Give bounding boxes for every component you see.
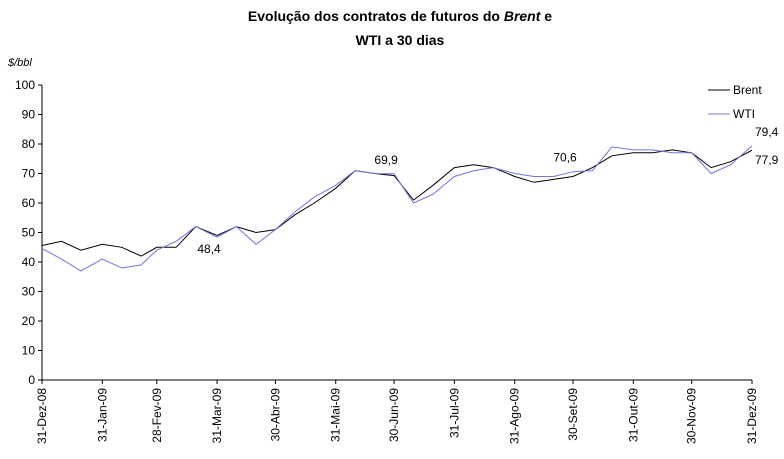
x-tick-label: 31-Out-09 (626, 388, 640, 442)
x-tick-label: 28-Fev-09 (150, 388, 164, 443)
y-tick-label: 30 (22, 285, 36, 299)
chart-title: Evolução dos contratos de futuros do Bre… (248, 8, 552, 24)
x-tick-label: 31-Mar-09 (210, 388, 224, 444)
y-tick-label: 90 (22, 108, 36, 122)
data-label: 70,6 (553, 151, 577, 165)
x-tick-label: 31-Dez-09 (745, 388, 759, 444)
chart-title: WTI a 30 dias (356, 32, 445, 48)
y-tick-label: 100 (15, 78, 35, 92)
x-tick-label: 30-Nov-09 (685, 388, 699, 444)
legend-label: Brent (733, 83, 762, 97)
y-tick-label: 60 (22, 196, 36, 210)
y-tick-label: 50 (22, 226, 36, 240)
series-line (41, 145, 753, 272)
y-tick-label: 70 (22, 167, 36, 181)
data-label: 48,4 (197, 242, 221, 256)
x-tick-label: 31-Jul-09 (447, 388, 461, 438)
data-label: 77,9 (755, 153, 779, 167)
x-tick-label: 30-Abr-09 (268, 388, 282, 442)
y-tick-label: 20 (22, 314, 36, 328)
title-part: Evolução dos contratos de futuros do (248, 8, 500, 24)
x-tick-label: 31-Dez-08 (35, 388, 49, 444)
x-tick-label: 31-Mai-09 (329, 388, 343, 442)
data-label: 69,9 (374, 153, 398, 167)
y-tick-label: 40 (22, 255, 36, 269)
y-tick-label: 0 (28, 373, 35, 387)
series-line (41, 149, 753, 257)
legend-label: WTI (733, 107, 755, 121)
data-label: 79,4 (755, 125, 779, 139)
x-tick-label: 30-Jun-09 (387, 388, 401, 442)
y-tick-label: 10 (22, 344, 36, 358)
y-axis-label: $/bbl (7, 57, 32, 69)
x-tick-label: 31-Ago-09 (508, 388, 522, 444)
title-part: Brent (504, 8, 542, 24)
y-tick-label: 80 (22, 137, 36, 151)
x-tick-label: 31-Jan-09 (95, 388, 109, 442)
x-tick-label: 30-Set-09 (566, 388, 580, 441)
title-part: e (544, 8, 552, 24)
